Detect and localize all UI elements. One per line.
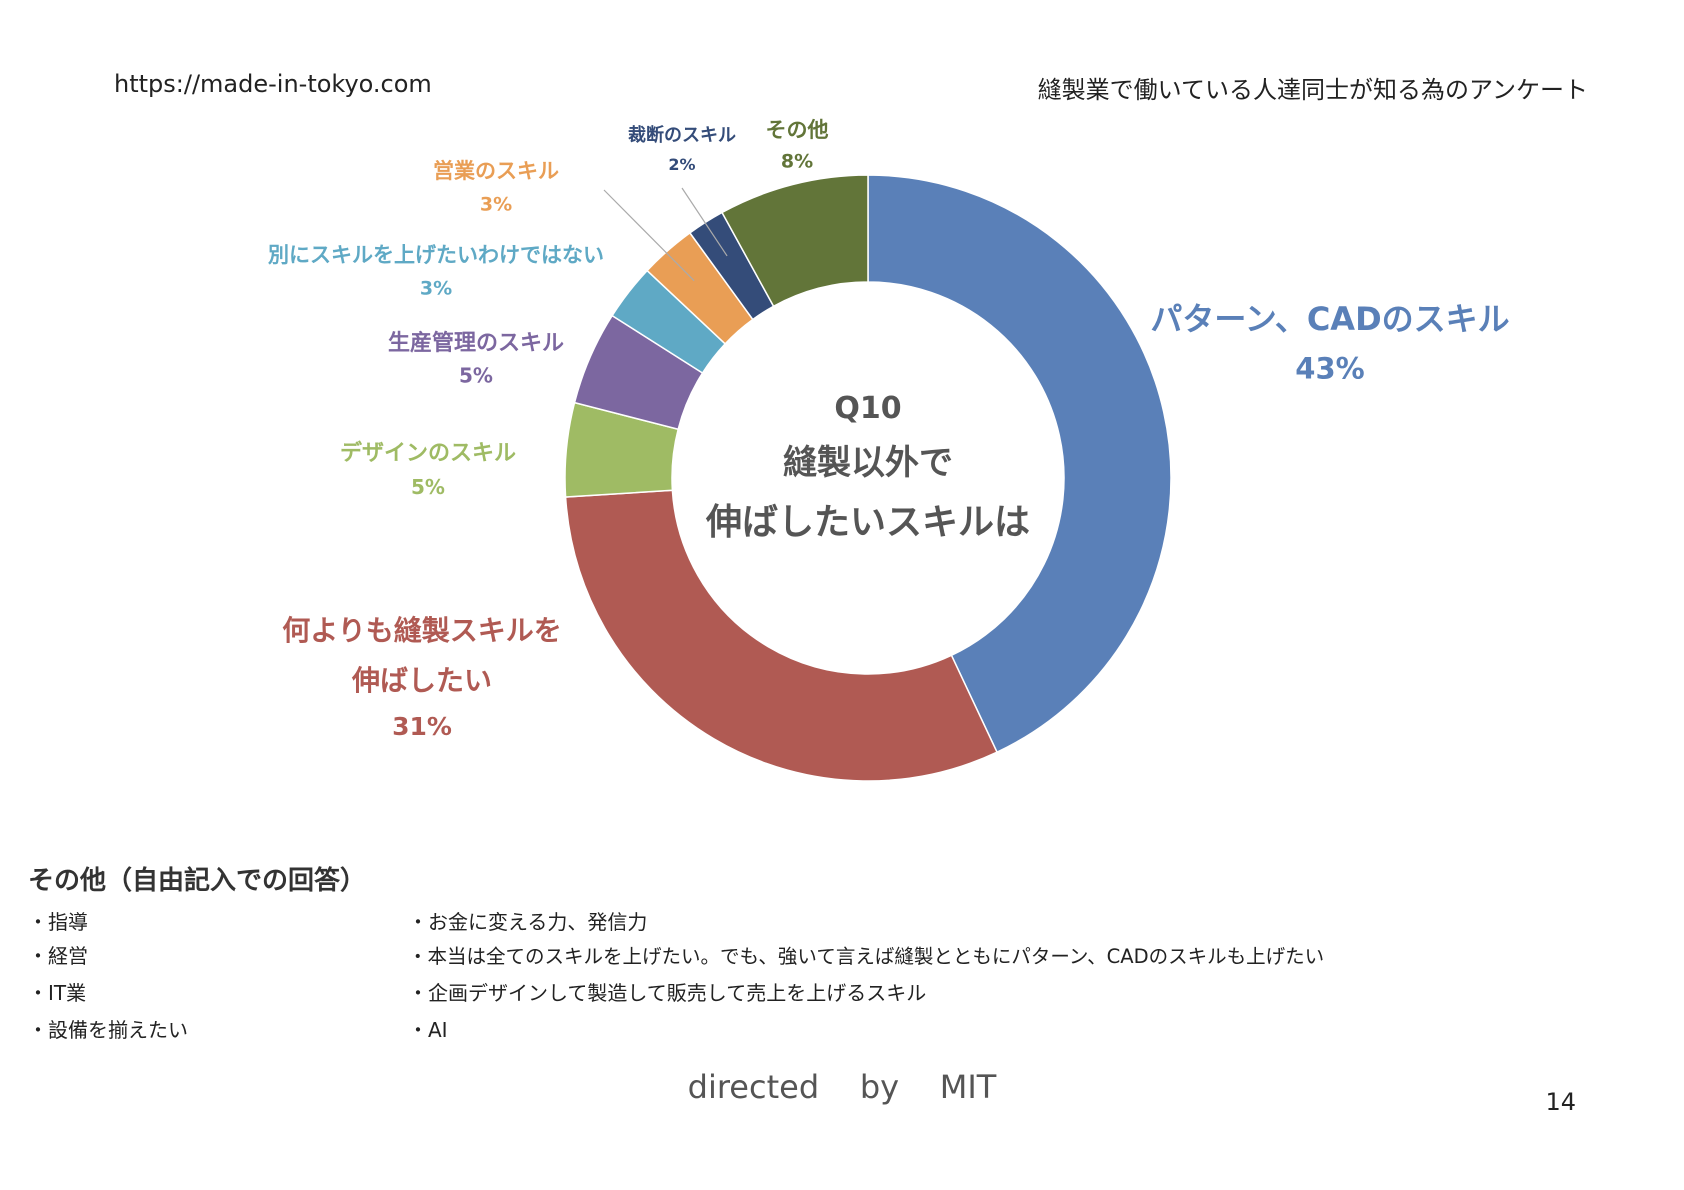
slice-percent-7: 2% (668, 155, 695, 174)
site-url: https://made-in-tokyo.com (114, 70, 432, 98)
leader-line-sales (603, 189, 695, 282)
other-item-right-2: ・本当は全てのスキルを上げたい。でも、強いて言えば縫製とともにパターン、CADの… (408, 945, 1325, 968)
slice-percent-5: 3% (420, 277, 452, 299)
slice-percent-3: 5% (411, 475, 445, 499)
slice-8 (721, 174, 869, 308)
slice-label-8: その他 (766, 118, 829, 142)
slice-percent-2: 31% (392, 712, 452, 741)
slice-label-5: 別にスキルを上げたいわけではない (268, 243, 604, 267)
slice-label-1: パターン、CADのスキル (1150, 300, 1509, 338)
other-item-left-4: ・設備を揃えたい (28, 1018, 188, 1042)
slice-percent-8: 8% (781, 151, 813, 173)
other-answers-title: その他（自由記入での回答） (28, 866, 367, 896)
other-item-left-1: ・指導 (28, 910, 88, 934)
directed-by: directed by MIT (687, 1068, 997, 1106)
other-item-left-3: ・IT業 (28, 981, 87, 1005)
slice-label-3: デザインのスキル (340, 440, 516, 466)
slice-percent-6: 3% (480, 193, 512, 215)
slice-2 (564, 489, 999, 782)
survey-title: 縫製業で働いている人達同士が知る為のアンケート (1037, 76, 1588, 104)
slice-label-4: 生産管理のスキル (388, 330, 564, 356)
other-item-right-4: ・AI (408, 1018, 448, 1042)
other-item-right-3: ・企画デザインして製造して販売して売上を上げるスキル (408, 981, 927, 1005)
slice-label-2: 何よりも縫製スキルを伸ばしたい (282, 614, 561, 697)
slice-label-6: 営業のスキル (433, 159, 559, 183)
leader-line-cutting (681, 187, 728, 257)
center-label-line-2: 縫製以外で (783, 443, 953, 483)
slice-label-7: 裁断のスキル (628, 124, 736, 146)
page-number: 14 (1545, 1088, 1576, 1116)
donut-chart: パターン、CADのスキル 43% 何よりも縫製スキルを伸ばしたい 31% デザインのスキ… (268, 118, 1510, 782)
center-label-line-1: Q10 (834, 391, 901, 426)
other-item-right-1: ・お金に変える力、発信力 (408, 910, 648, 934)
slice-percent-4: 5% (459, 363, 493, 387)
other-item-left-2: ・経営 (28, 944, 88, 968)
center-label-line-3: 伸ばしたいスキルは (705, 502, 1030, 543)
slice-percent-1: 43% (1295, 352, 1364, 386)
slice-1 (867, 174, 1172, 754)
